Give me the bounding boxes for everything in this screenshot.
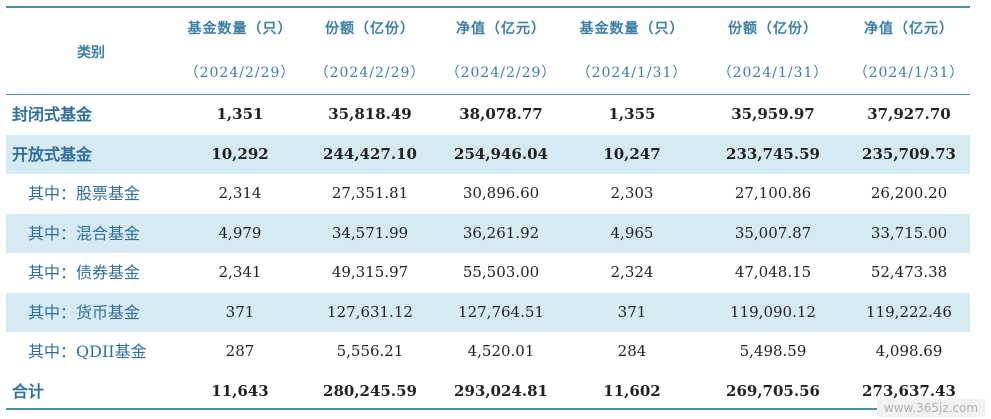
cell: 30,896.60: [462, 184, 540, 202]
header-col-title: 净值（亿元）: [456, 21, 546, 37]
cell: 10,292: [211, 144, 269, 163]
cell: 2,314: [218, 184, 262, 202]
cell: 11,602: [603, 381, 661, 400]
row-label: 其中：QDII基金: [28, 342, 147, 361]
cell: 119,090.12: [730, 302, 816, 321]
row-label: 合计: [12, 381, 45, 401]
header-category-label: 类别: [77, 45, 105, 61]
header-col-title: 净值（亿元）: [864, 21, 954, 37]
cell: 2,303: [610, 184, 654, 202]
cell: 10,247: [603, 144, 661, 163]
cell: 371: [617, 302, 647, 321]
header-col-5: 份额（亿份） （2024/1/31）: [698, 8, 848, 94]
cell: 284: [617, 342, 647, 360]
cell: 233,745.59: [726, 144, 820, 163]
table-body: 封闭式基金 1,351 35,818.49 38,078.77 1,355 35…: [6, 95, 970, 411]
row-label: 其中：股票基金: [28, 184, 141, 203]
cell: 4,979: [218, 223, 262, 242]
cell: 235,709.73: [862, 144, 956, 163]
table-row: 其中：股票基金 2,314 27,351.81 30,896.60 2,303 …: [6, 174, 970, 214]
header-col-date: （2024/2/29）: [314, 65, 426, 81]
header-col-4: 基金数量（只） （2024/1/31）: [566, 8, 698, 94]
cell: 5,556.21: [336, 342, 404, 360]
header-col-6: 净值（亿元） （2024/1/31）: [848, 8, 970, 94]
header-category: 类别: [6, 8, 176, 94]
cell: 4,098.69: [875, 342, 943, 360]
header-col-date: （2024/1/31）: [717, 65, 829, 81]
cell: 34,571.99: [331, 223, 409, 242]
cell: 35,007.87: [734, 223, 812, 242]
cell: 280,245.59: [323, 381, 417, 400]
cell: 1,351: [216, 105, 264, 123]
table-top-rule: [6, 6, 970, 8]
table-bottom-rule: [6, 408, 970, 410]
table-row: 其中：债券基金 2,341 49,315.97 55,503.00 2,324 …: [6, 253, 970, 293]
header-col-title: 份额（亿份）: [325, 21, 415, 37]
header-col-title: 基金数量（只）: [187, 21, 293, 37]
cell: 269,705.56: [726, 381, 820, 400]
cell: 2,324: [610, 263, 654, 281]
cell: 127,764.51: [458, 302, 544, 321]
cell: 52,473.38: [870, 263, 948, 281]
row-label: 其中：货币基金: [28, 302, 141, 322]
row-label: 开放式基金: [12, 144, 93, 164]
table-row: 其中：货币基金 371 127,631.12 127,764.51 371 11…: [6, 292, 970, 332]
cell: 55,503.00: [462, 263, 540, 281]
table-row: 封闭式基金 1,351 35,818.49 38,078.77 1,355 35…: [6, 95, 970, 135]
row-label: 封闭式基金: [12, 105, 93, 124]
cell: 254,946.04: [454, 144, 548, 163]
table-row: 其中：混合基金 4,979 34,571.99 36,261.92 4,965 …: [6, 213, 970, 253]
header-col-date: （2024/1/31）: [576, 65, 688, 81]
header-col-1: 基金数量（只） （2024/2/29）: [176, 8, 304, 94]
fund-table: 类别 基金数量（只） （2024/2/29） 份额（亿份） （2024/2/29…: [6, 0, 970, 419]
cell: 49,315.97: [331, 263, 409, 281]
header-col-2: 份额（亿份） （2024/2/29）: [304, 8, 436, 94]
cell: 287: [225, 342, 255, 360]
table-row: 开放式基金 10,292 244,427.10 254,946.04 10,24…: [6, 134, 970, 174]
header-col-date: （2024/2/29）: [184, 65, 296, 81]
cell: 4,520.01: [467, 342, 535, 360]
header-col-title: 份额（亿份）: [728, 21, 818, 37]
header-divider: [6, 94, 970, 95]
cell: 38,078.77: [459, 105, 543, 123]
cell: 1,355: [608, 105, 656, 123]
cell: 5,498.59: [739, 342, 807, 360]
cell: 35,818.49: [328, 105, 412, 123]
cell: 36,261.92: [462, 223, 540, 242]
cell: 37,927.70: [867, 105, 951, 123]
cell: 293,024.81: [454, 381, 548, 400]
cell: 47,048.15: [734, 263, 812, 281]
cell: 127,631.12: [327, 302, 413, 321]
cell: 33,715.00: [870, 223, 948, 242]
cell: 27,351.81: [331, 184, 409, 202]
cell: 119,222.46: [866, 302, 952, 321]
cell: 244,427.10: [323, 144, 417, 163]
watermark: www.365jz.com: [877, 399, 985, 417]
cell: 35,959.97: [731, 105, 815, 123]
header-col-date: （2024/2/29）: [445, 65, 557, 81]
table-row: 其中：QDII基金 287 5,556.21 4,520.01 284 5,49…: [6, 332, 970, 372]
header-col-date: （2024/1/31）: [853, 65, 965, 81]
header-col-3: 净值（亿元） （2024/2/29）: [436, 8, 566, 94]
cell: 371: [225, 302, 255, 321]
row-label: 其中：混合基金: [28, 223, 141, 243]
table-row-total: 合计 11,643 280,245.59 293,024.81 11,602 2…: [6, 372, 970, 412]
row-label: 其中：债券基金: [28, 263, 141, 282]
header-col-title: 基金数量（只）: [579, 21, 685, 37]
cell: 4,965: [610, 223, 654, 242]
cell: 26,200.20: [870, 184, 948, 202]
cell: 2,341: [218, 263, 262, 281]
cell: 273,637.43: [862, 381, 956, 400]
cell: 11,643: [211, 381, 269, 400]
cell: 27,100.86: [734, 184, 812, 202]
